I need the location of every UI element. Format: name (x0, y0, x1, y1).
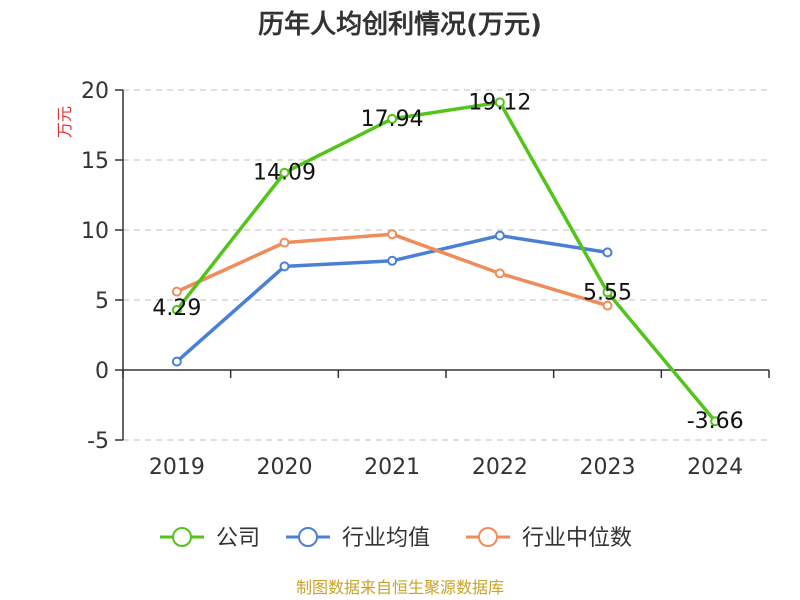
y-axis-label: 万元 (55, 106, 74, 138)
chart-title: 历年人均创利情况(万元) (258, 9, 542, 40)
data-point (279, 237, 290, 248)
x-tick-label: 2021 (364, 455, 420, 480)
data-point (494, 268, 505, 279)
data-label: 5.55 (583, 280, 632, 305)
data-label: 14.09 (253, 161, 316, 186)
data-point (171, 286, 182, 297)
series-line-1 (175, 233, 608, 363)
legend: 公司 行业均值 行业中位数 (160, 526, 632, 551)
data-point (602, 300, 613, 311)
data-point (710, 416, 721, 427)
data-point (279, 167, 290, 178)
data-point (387, 113, 398, 124)
y-tick-label: 15 (81, 149, 109, 174)
y-tick-label: 0 (95, 359, 109, 384)
data-label: 4.29 (152, 296, 201, 321)
series-line-2 (176, 232, 609, 308)
data-labels: 4.29 14.09 17.94 19.12 5.55 -3.66 (152, 90, 743, 434)
data-point (171, 356, 182, 367)
data-label: 17.94 (361, 107, 424, 132)
x-tick-label: 2024 (687, 455, 743, 480)
legend-label: 公司 (216, 526, 260, 551)
y-tick-label: 10 (81, 219, 109, 244)
x-tick-label: 2020 (257, 455, 313, 480)
series-layer (171, 97, 721, 427)
data-point (602, 287, 613, 298)
data-point (279, 261, 290, 272)
y-tick-label: 20 (81, 79, 109, 104)
source-note: 制图数据来自恒生聚源数据库 (296, 578, 504, 597)
x-tick-label: 2023 (580, 455, 636, 480)
data-point (494, 230, 505, 241)
axes: -5 0 5 10 15 20 2019 2020 2021 2022 2023 2024 (81, 79, 770, 480)
legend-marker (298, 527, 318, 547)
data-label: -3.66 (687, 409, 744, 434)
y-tick-label: -5 (87, 429, 109, 454)
data-point (387, 229, 398, 240)
x-tick-label: 2022 (472, 455, 528, 480)
legend-marker (478, 527, 498, 547)
data-point (494, 97, 505, 108)
legend-label: 行业均值 (342, 526, 430, 551)
series-line-0 (175, 100, 717, 423)
grid-lines (123, 89, 769, 441)
legend-marker (172, 527, 192, 547)
data-point (171, 304, 182, 315)
data-point (387, 255, 398, 266)
legend-label: 行业中位数 (522, 526, 632, 551)
x-tick-label: 2019 (149, 455, 205, 480)
data-label: 19.12 (468, 90, 531, 115)
data-point (602, 247, 613, 258)
y-tick-label: 5 (95, 289, 109, 314)
